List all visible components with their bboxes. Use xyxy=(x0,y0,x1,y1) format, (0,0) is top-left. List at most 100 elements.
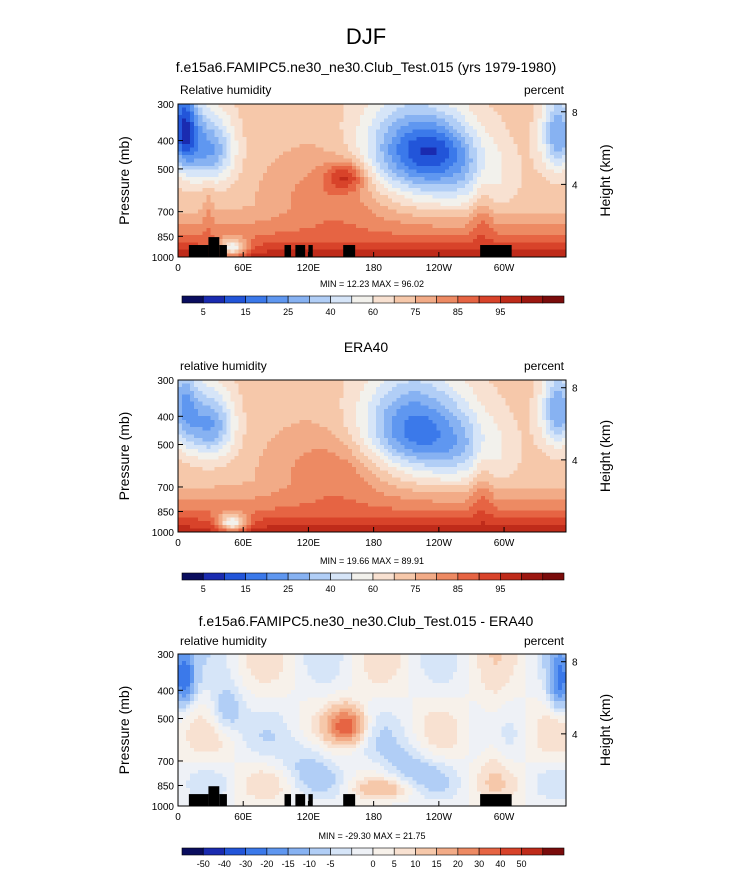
field-cell xyxy=(541,206,547,211)
field-cell xyxy=(513,231,519,236)
field-cell xyxy=(497,158,502,163)
field-cell xyxy=(396,122,401,127)
field-cell xyxy=(291,235,296,240)
field-cell xyxy=(234,173,240,178)
field-cell xyxy=(533,405,539,410)
field-cell xyxy=(178,202,183,207)
field-cell xyxy=(279,173,284,178)
field-cell xyxy=(190,195,195,200)
field-cell xyxy=(295,216,300,222)
field-cell xyxy=(198,173,203,178)
field-cell xyxy=(222,118,228,123)
field-cell xyxy=(444,169,450,174)
field-cell xyxy=(254,144,260,149)
field-cell xyxy=(493,213,498,218)
field-cell xyxy=(372,169,377,174)
field-cell xyxy=(351,231,357,236)
field-cell xyxy=(513,235,519,240)
field-cell xyxy=(464,155,470,160)
field-cell xyxy=(384,408,389,414)
field-cell xyxy=(501,227,506,233)
field-cell xyxy=(509,176,515,182)
field-cell xyxy=(254,246,260,251)
field-cell xyxy=(303,227,308,233)
field-cell xyxy=(355,246,361,251)
field-cell xyxy=(545,206,551,211)
field-cell xyxy=(456,227,462,233)
field-cell xyxy=(299,209,304,214)
field-cell xyxy=(464,198,470,203)
field-cell xyxy=(448,195,454,200)
field-cell xyxy=(485,390,490,396)
field-cell xyxy=(246,158,252,163)
field-cell xyxy=(246,216,252,222)
field-cell xyxy=(452,390,458,396)
field-cell xyxy=(363,173,369,178)
field-cell xyxy=(327,122,333,127)
field-cell xyxy=(549,246,555,251)
field-cell xyxy=(315,144,321,149)
field-cell xyxy=(226,401,232,406)
field-cell xyxy=(440,387,446,392)
field-cell xyxy=(529,129,535,134)
field-cell xyxy=(355,394,361,399)
field-cell xyxy=(295,136,300,142)
field-cell xyxy=(363,114,369,120)
field-cell xyxy=(190,206,195,211)
field-cell xyxy=(549,224,555,229)
field-cell xyxy=(266,401,272,406)
field-cell xyxy=(198,206,203,211)
field-cell xyxy=(299,394,304,399)
field-cell xyxy=(226,176,232,182)
field-cell xyxy=(238,151,244,156)
field-cell xyxy=(545,216,551,222)
field-cell xyxy=(367,246,373,251)
field-cell xyxy=(416,209,422,214)
field-cell xyxy=(202,169,207,174)
field-cell xyxy=(315,390,321,396)
field-cell xyxy=(497,107,502,112)
field-cell xyxy=(473,246,478,251)
field-cell xyxy=(238,133,244,138)
field-cell xyxy=(307,242,312,247)
field-cell xyxy=(275,136,280,142)
field-cell xyxy=(238,408,244,414)
field-cell xyxy=(448,220,454,225)
field-cell xyxy=(230,235,236,240)
field-cell xyxy=(178,180,183,185)
field-cell xyxy=(266,235,272,240)
field-cell xyxy=(509,387,515,392)
field-cell xyxy=(226,408,232,414)
field-cell xyxy=(182,104,187,109)
field-cell xyxy=(206,173,211,178)
field-cell xyxy=(206,206,211,211)
field-cell xyxy=(226,231,232,236)
field-cell xyxy=(473,380,478,385)
field-cell xyxy=(485,238,490,244)
field-cell xyxy=(380,184,385,189)
field-cell xyxy=(513,387,519,392)
field-cell xyxy=(485,394,490,399)
field-cell xyxy=(553,216,559,222)
field-cell xyxy=(537,155,543,160)
field-cell xyxy=(412,155,418,160)
field-cell xyxy=(553,213,559,218)
field-cell xyxy=(521,180,527,185)
field-cell xyxy=(549,227,555,233)
field-cell xyxy=(432,111,438,116)
field-cell xyxy=(489,238,494,244)
field-cell xyxy=(501,398,506,403)
field-cell xyxy=(501,216,506,222)
field-cell xyxy=(549,176,555,182)
field-cell xyxy=(549,380,555,385)
field-cell xyxy=(319,398,325,403)
field-cell xyxy=(505,147,511,152)
field-cell xyxy=(380,114,385,120)
field-cell xyxy=(210,405,215,410)
field-cell xyxy=(380,191,385,196)
field-cell xyxy=(412,140,418,145)
field-cell xyxy=(477,394,482,399)
field-cell xyxy=(335,144,341,149)
field-cell xyxy=(275,238,280,244)
field-cell xyxy=(254,187,260,193)
